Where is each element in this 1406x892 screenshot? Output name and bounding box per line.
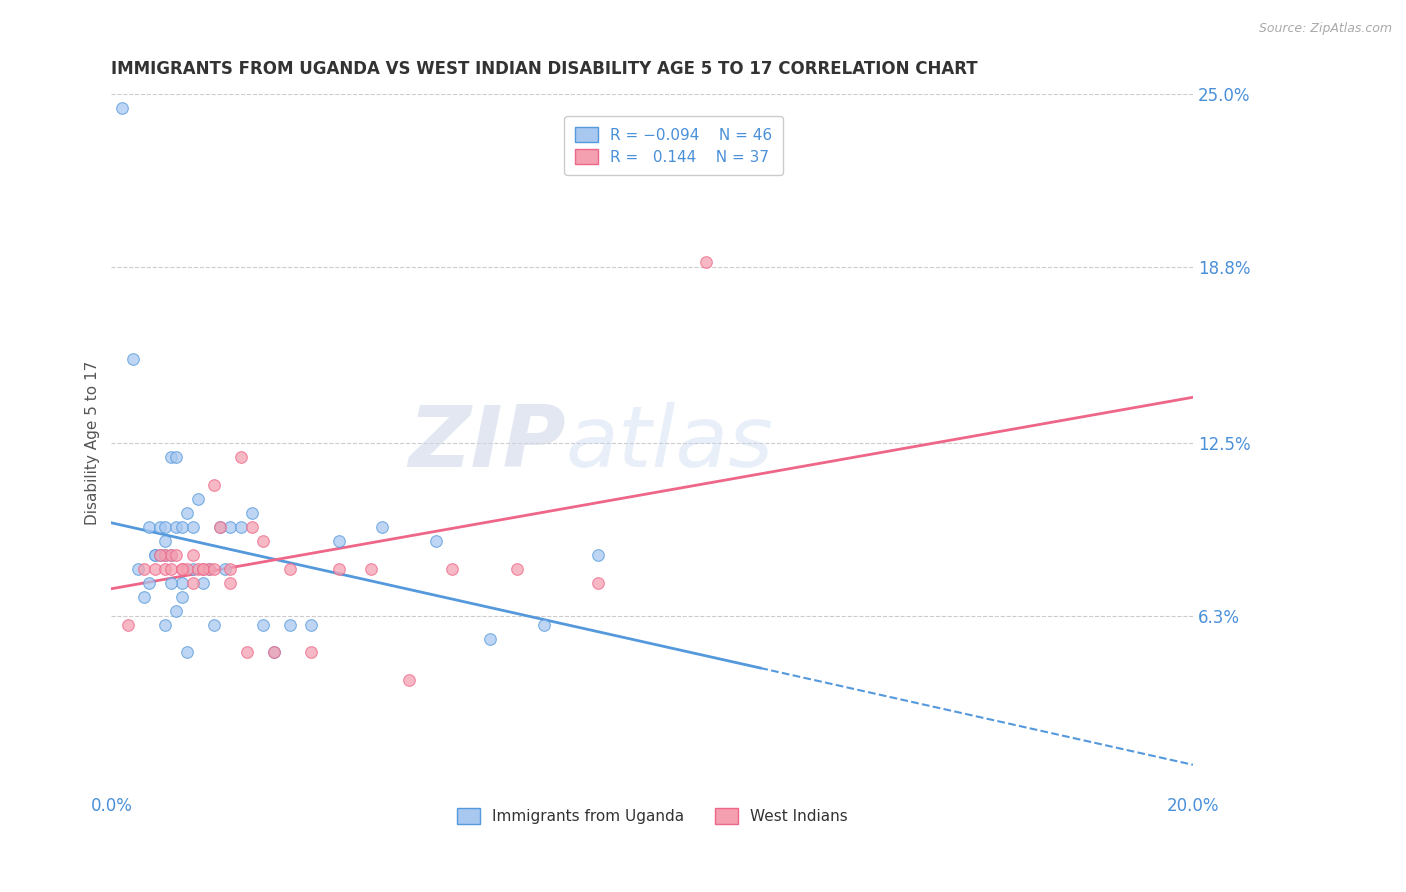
Point xyxy=(506,562,529,576)
Point xyxy=(165,520,187,534)
Point xyxy=(160,562,183,576)
Point xyxy=(170,590,193,604)
Point xyxy=(160,575,183,590)
Point xyxy=(155,533,177,548)
Point xyxy=(170,520,193,534)
Point xyxy=(149,548,172,562)
Point xyxy=(371,520,394,534)
Point xyxy=(149,520,172,534)
Point xyxy=(143,548,166,562)
Point xyxy=(278,562,301,576)
Point xyxy=(176,562,198,576)
Point xyxy=(328,533,350,548)
Point xyxy=(132,562,155,576)
Point xyxy=(193,562,215,576)
Point xyxy=(202,617,225,632)
Text: IMMIGRANTS FROM UGANDA VS WEST INDIAN DISABILITY AGE 5 TO 17 CORRELATION CHART: IMMIGRANTS FROM UGANDA VS WEST INDIAN DI… xyxy=(111,60,979,78)
Point xyxy=(478,632,501,646)
Point xyxy=(193,575,215,590)
Point xyxy=(176,645,198,659)
Point xyxy=(695,255,717,269)
Point xyxy=(170,575,193,590)
Point xyxy=(193,562,215,576)
Point xyxy=(252,617,274,632)
Point xyxy=(202,478,225,492)
Point xyxy=(214,562,236,576)
Point xyxy=(240,520,263,534)
Text: atlas: atlas xyxy=(565,401,773,484)
Point xyxy=(155,548,177,562)
Point xyxy=(160,450,183,464)
Point xyxy=(165,450,187,464)
Point xyxy=(441,562,464,576)
Point xyxy=(187,562,209,576)
Point xyxy=(181,520,204,534)
Text: Source: ZipAtlas.com: Source: ZipAtlas.com xyxy=(1258,22,1392,36)
Point xyxy=(533,617,555,632)
Legend: Immigrants from Uganda, West Indians: Immigrants from Uganda, West Indians xyxy=(447,799,856,833)
Point xyxy=(181,562,204,576)
Point xyxy=(143,562,166,576)
Point xyxy=(301,617,323,632)
Point xyxy=(263,645,285,659)
Point xyxy=(263,645,285,659)
Point xyxy=(219,520,242,534)
Y-axis label: Disability Age 5 to 17: Disability Age 5 to 17 xyxy=(86,361,100,525)
Point xyxy=(181,548,204,562)
Point xyxy=(181,575,204,590)
Point xyxy=(170,562,193,576)
Point xyxy=(586,575,609,590)
Point xyxy=(231,450,253,464)
Point xyxy=(155,617,177,632)
Point xyxy=(176,506,198,520)
Point xyxy=(149,548,172,562)
Point xyxy=(197,562,219,576)
Point xyxy=(160,548,183,562)
Point xyxy=(132,590,155,604)
Point xyxy=(360,562,382,576)
Point xyxy=(398,673,420,688)
Point xyxy=(138,575,160,590)
Point xyxy=(127,562,149,576)
Point xyxy=(328,562,350,576)
Point xyxy=(122,352,145,367)
Text: ZIP: ZIP xyxy=(408,401,565,484)
Point xyxy=(219,562,242,576)
Point xyxy=(219,575,242,590)
Point xyxy=(187,491,209,506)
Point xyxy=(208,520,231,534)
Point xyxy=(143,548,166,562)
Point xyxy=(301,645,323,659)
Point xyxy=(111,102,134,116)
Point xyxy=(235,645,257,659)
Point xyxy=(165,548,187,562)
Point xyxy=(240,506,263,520)
Point xyxy=(425,533,447,548)
Point xyxy=(155,520,177,534)
Point xyxy=(586,548,609,562)
Point xyxy=(252,533,274,548)
Point xyxy=(202,562,225,576)
Point xyxy=(117,617,139,632)
Point xyxy=(170,562,193,576)
Point xyxy=(208,520,231,534)
Point xyxy=(197,562,219,576)
Point xyxy=(278,617,301,632)
Point xyxy=(160,548,183,562)
Point xyxy=(138,520,160,534)
Point xyxy=(155,548,177,562)
Point xyxy=(231,520,253,534)
Point xyxy=(165,604,187,618)
Point xyxy=(155,562,177,576)
